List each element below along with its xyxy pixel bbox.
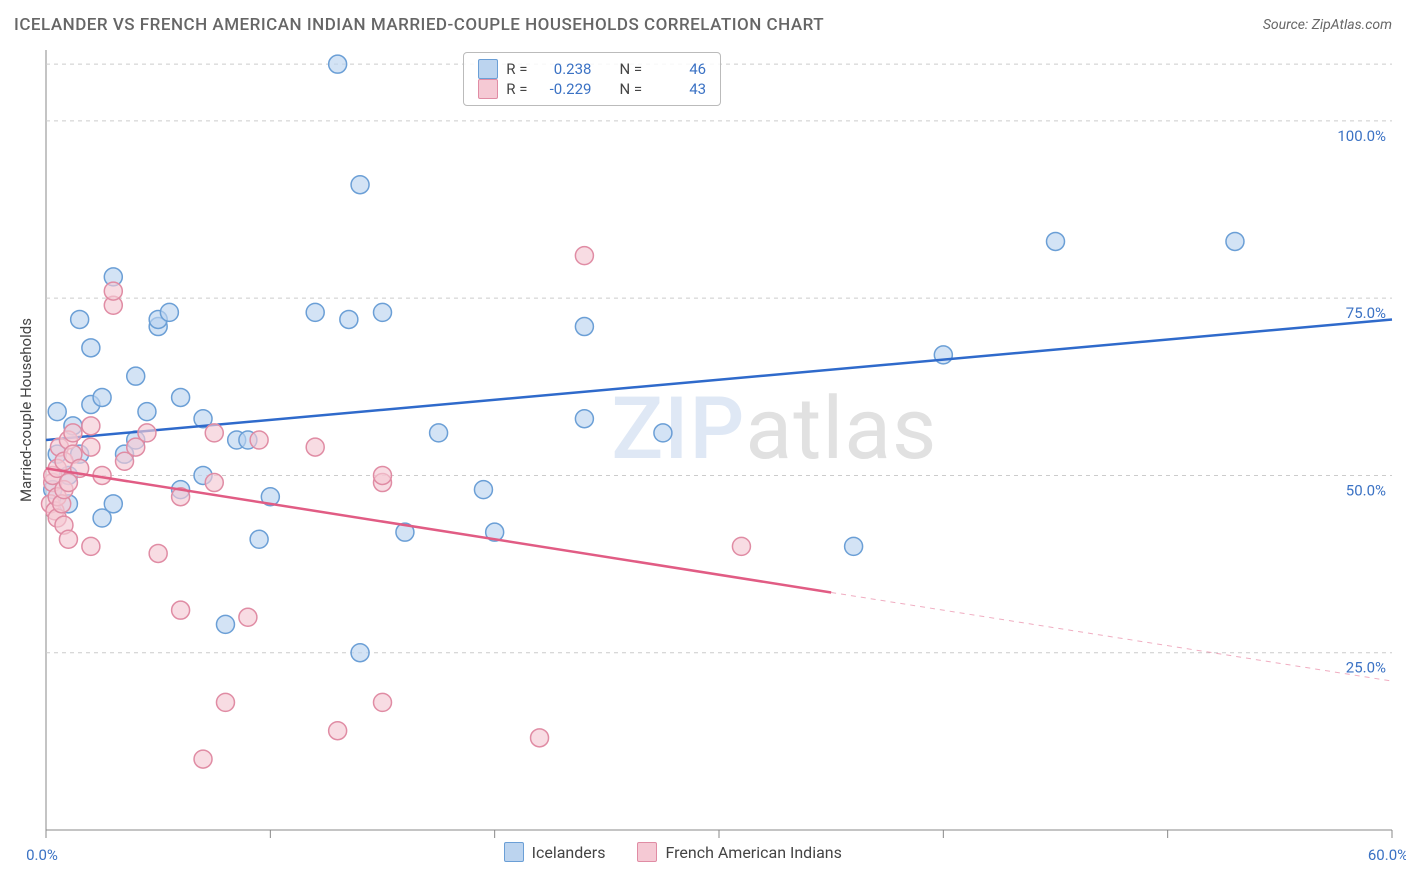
legend-swatch <box>478 79 498 99</box>
series-name: Icelanders <box>532 843 606 862</box>
series-legend: Icelanders French American Indians <box>504 842 842 862</box>
legend-r-label: R = <box>506 80 527 98</box>
series-legend-item: Icelanders <box>504 842 606 862</box>
series-legend-item: French American Indians <box>637 842 841 862</box>
legend-r-label: R = <box>506 60 527 78</box>
svg-text:60.0%: 60.0% <box>1368 846 1406 864</box>
legend-r-value: 0.238 <box>535 60 591 78</box>
legend-swatch <box>478 59 498 79</box>
legend-swatch <box>504 842 524 862</box>
svg-text:25.0%: 25.0% <box>1346 659 1386 677</box>
legend-n-label: N = <box>619 60 642 78</box>
correlation-legend: R = 0.238 N = 46 R = -0.229 N = 43 <box>463 52 721 106</box>
legend-row: R = -0.229 N = 43 <box>478 79 706 99</box>
legend-swatch <box>637 842 657 862</box>
svg-text:100.0%: 100.0% <box>1337 127 1386 145</box>
legend-n-value: 46 <box>650 60 706 78</box>
legend-row: R = 0.238 N = 46 <box>478 59 706 79</box>
legend-n-value: 43 <box>650 80 706 98</box>
legend-n-label: N = <box>619 80 642 98</box>
svg-text:50.0%: 50.0% <box>1346 481 1386 499</box>
svg-text:0.0%: 0.0% <box>26 846 58 864</box>
correlation-scatter-chart: 25.0%50.0%75.0%100.0%0.0%60.0% <box>0 0 1406 892</box>
legend-r-value: -0.229 <box>535 80 591 98</box>
series-name: French American Indians <box>665 843 841 862</box>
